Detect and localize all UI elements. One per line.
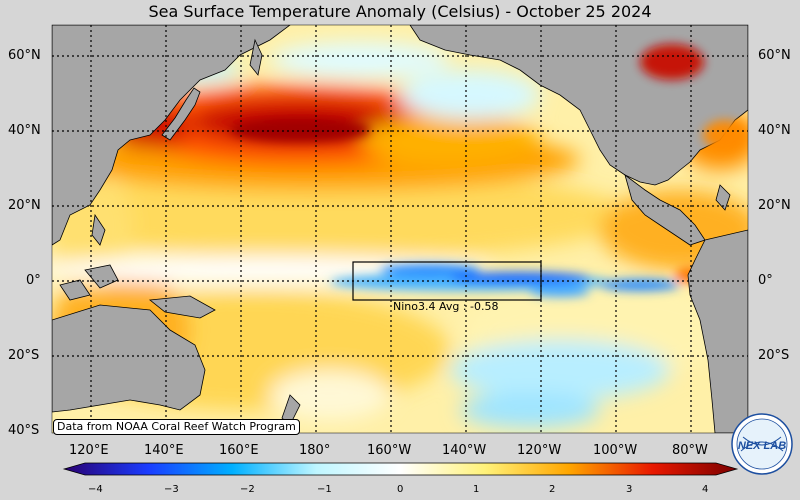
- lat-label-40n-left: 40°N: [8, 123, 41, 138]
- lon-label-120e: 120°E: [69, 443, 109, 458]
- lon-label-160e: 160°E: [219, 443, 259, 458]
- colorbar-tick-label: −3: [164, 484, 179, 495]
- lat-label-20n-left: 20°N: [8, 198, 41, 213]
- lon-label-120w: 120°W: [517, 443, 562, 458]
- lon-label-100w: 100°W: [593, 443, 638, 458]
- colorbar-tick-label: −1: [317, 484, 332, 495]
- nex-lab-logo: NEX LAB: [731, 413, 793, 475]
- colorbar-tick-label: −2: [240, 484, 255, 495]
- lon-label-140e: 140°E: [144, 443, 184, 458]
- colorbar-tick-label: 4: [702, 484, 709, 495]
- graticule: [52, 25, 748, 433]
- lon-label-160w: 160°W: [367, 443, 412, 458]
- lat-label-eq-left: 0°: [26, 273, 41, 288]
- colorbar-tick-label: 1: [473, 484, 480, 495]
- lat-label-eq-right: 0°: [758, 273, 773, 288]
- lon-label-180: 180°: [299, 443, 331, 458]
- lat-label-60n-left: 60°N: [8, 48, 41, 63]
- lon-label-140w: 140°W: [442, 443, 487, 458]
- colorbar-tick-label: 3: [626, 484, 633, 495]
- colorbar-tick-label: −4: [88, 484, 103, 495]
- lat-label-20s-right: 20°S: [758, 348, 790, 363]
- lat-label-20s-left: 20°S: [8, 348, 40, 363]
- lat-label-40n-right: 40°N: [758, 123, 791, 138]
- colorbar-tick-label: 0: [397, 484, 404, 495]
- lat-label-20n-right: 20°N: [758, 198, 791, 213]
- lon-label-80w: 80°W: [672, 443, 708, 458]
- data-credit: Data from NOAA Coral Reef Watch Program: [53, 419, 300, 435]
- nino34-box: [352, 261, 542, 301]
- colorbar-tick-label: 2: [549, 484, 556, 495]
- colorbar: [62, 462, 739, 476]
- logo-text: NEX LAB: [738, 440, 786, 452]
- lat-label-40s-left: 40°S: [8, 423, 40, 438]
- map-field: [52, 25, 748, 433]
- map-title: Sea Surface Temperature Anomaly (Celsius…: [148, 2, 652, 21]
- lat-label-60n-right: 60°N: [758, 48, 791, 63]
- nino34-average-label: Nino3.4 Avg : -0.58: [393, 300, 499, 313]
